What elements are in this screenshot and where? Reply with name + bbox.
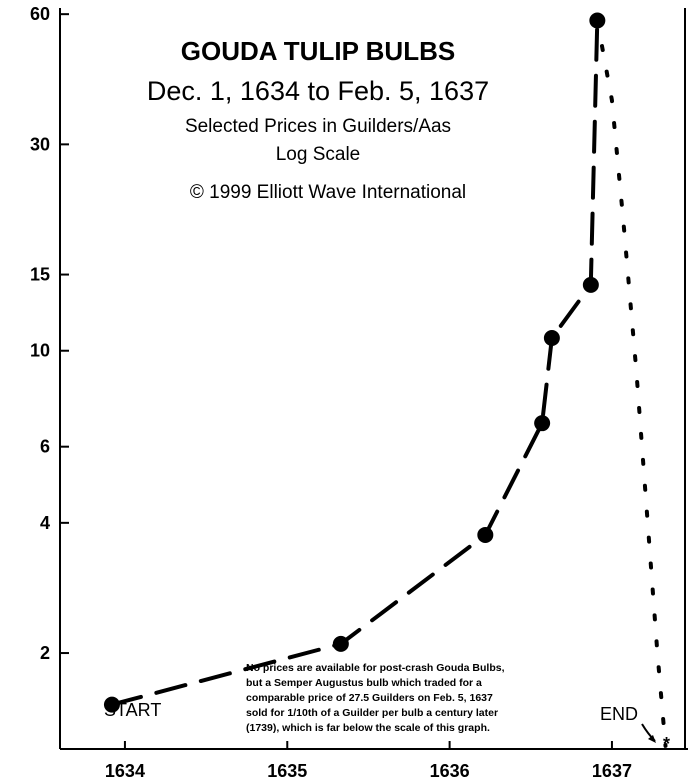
y-tick-label: 30: [30, 134, 50, 154]
x-tick-label: 1635: [267, 761, 307, 781]
x-tick-label: 1637: [592, 761, 632, 781]
chart-title: GOUDA TULIP BULBS: [181, 36, 455, 66]
no-data-note: No prices are available for post-crash G…: [246, 662, 505, 734]
price-point: [589, 12, 606, 29]
chart-titles: GOUDA TULIP BULBS Dec. 1, 1634 to Feb. 5…: [147, 36, 489, 203]
chart-copyright: © 1999 Elliott Wave International: [190, 182, 466, 203]
price-point: [477, 526, 494, 543]
note-line: sold for 1/10th of a Guilder per bulb a …: [246, 707, 498, 719]
series-points: [103, 12, 606, 713]
axes: [59, 8, 688, 750]
note-line: No prices are available for post-crash G…: [246, 662, 505, 674]
y-tick-label: 4: [40, 513, 50, 533]
price-point: [534, 415, 551, 432]
x-tick-label: 1636: [430, 761, 470, 781]
price-point: [332, 635, 349, 652]
chart-subtitle: Dec. 1, 1634 to Feb. 5, 1637: [147, 76, 489, 106]
price-point: [582, 276, 599, 293]
end-label: END: [600, 704, 638, 724]
price-point: [543, 330, 560, 347]
x-tick-label: 1634: [105, 761, 145, 781]
end-marker: *: [663, 734, 670, 754]
post-crash-line: [595, 18, 668, 748]
y-tick-label: 6: [40, 437, 50, 457]
y-tick-label: 60: [30, 4, 50, 24]
note-line: comparable price of 27.5 Guilders on Feb…: [246, 692, 493, 704]
note-line: but a Semper Augustus bulb which traded …: [246, 677, 482, 689]
end-arrow-head: [648, 735, 656, 743]
y-tick-label: 10: [30, 341, 50, 361]
chart-scale-note: Log Scale: [276, 144, 361, 165]
note-line: (1739), which is far below the scale of …: [246, 722, 490, 734]
y-ticks: 2 4 6 10 15 30 60: [30, 4, 69, 663]
y-tick-label: 2: [40, 643, 50, 663]
y-tick-label: 15: [30, 265, 50, 285]
start-label: START: [104, 700, 161, 720]
x-ticks: 1634 1635 1636 1637: [105, 741, 632, 781]
chart-subtitle-prices: Selected Prices in Guilders/Aas: [185, 116, 451, 137]
annotations: START END * No prices are available for …: [104, 662, 670, 754]
price-point: [103, 696, 120, 713]
